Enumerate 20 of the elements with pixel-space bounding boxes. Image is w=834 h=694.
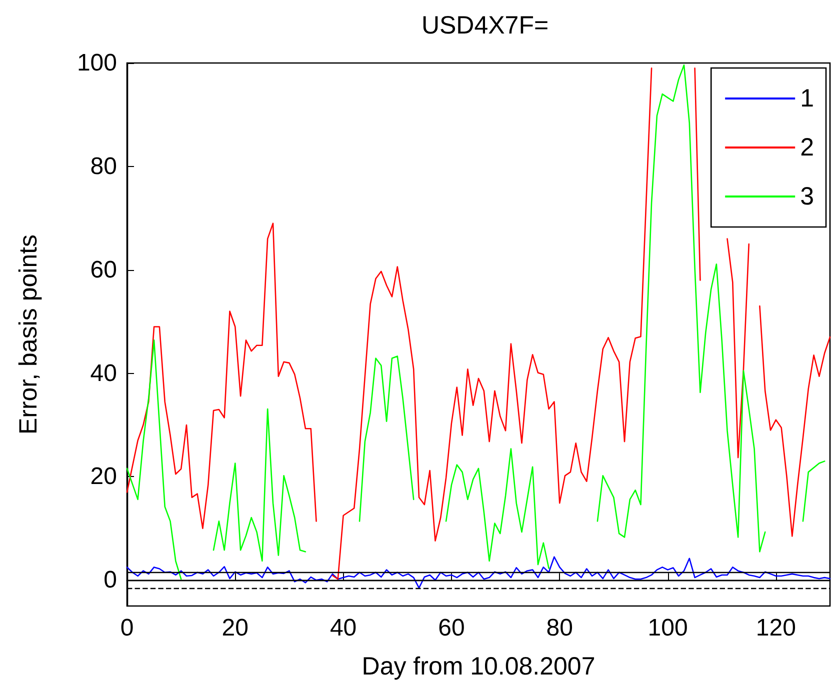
y-tick-label: 80 — [90, 152, 117, 180]
x-tick-label: 40 — [330, 614, 357, 642]
line-series — [126, 556, 831, 589]
y-axis-title: Error, basis points — [14, 234, 42, 435]
legend-label: 2 — [800, 134, 814, 162]
x-tick-label: 0 — [120, 614, 134, 642]
x-tick-label: 20 — [222, 614, 249, 642]
legend-label: 1 — [800, 84, 814, 112]
legend-label: 3 — [800, 182, 814, 210]
y-tick-label: 0 — [104, 566, 117, 594]
x-tick-label: 120 — [756, 614, 796, 642]
x-tick-label: 60 — [438, 614, 465, 642]
y-tick-label: 20 — [90, 463, 117, 490]
chart-title: USD4X7F= — [421, 12, 549, 40]
y-tick-label: 100 — [76, 50, 117, 76]
x-axis-title: Day from 10.08.2007 — [362, 652, 596, 680]
y-tick-label: 60 — [90, 256, 117, 284]
x-tick-label: 100 — [648, 614, 688, 642]
y-tick-label: 40 — [90, 360, 117, 387]
x-tick-label: 80 — [546, 614, 573, 642]
